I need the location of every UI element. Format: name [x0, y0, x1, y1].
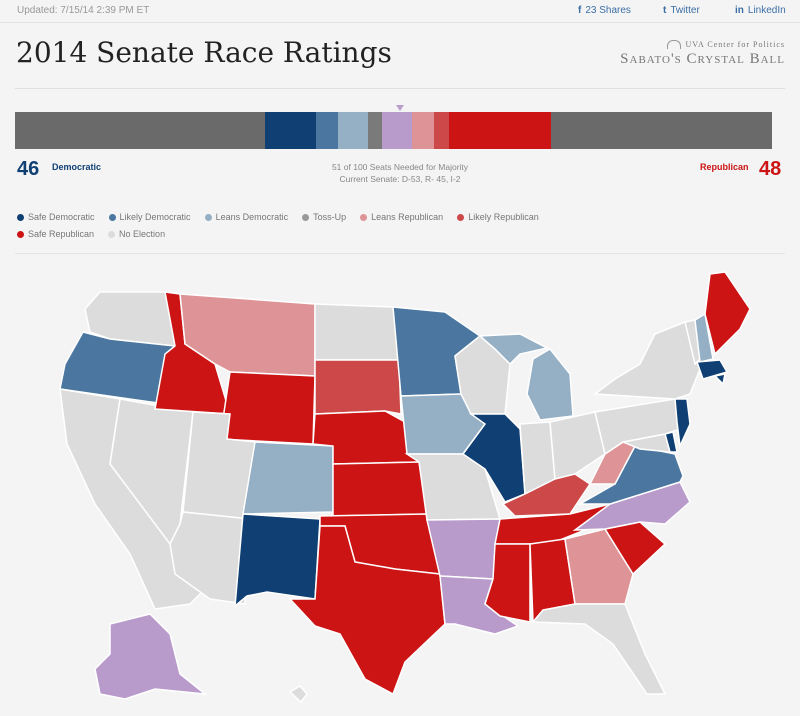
rep-count: 48 [759, 158, 782, 180]
share-count: 23 Shares [585, 5, 631, 16]
legend-label: Likely Democratic [119, 212, 191, 222]
state-ak[interactable] [94, 613, 208, 700]
legend-label: Safe Democratic [28, 212, 95, 222]
seat-bar-segment-safe-dem [264, 112, 317, 149]
legend-dot-icon [108, 213, 116, 221]
legend-label: Leans Republican [371, 212, 444, 222]
state-ar[interactable] [426, 518, 501, 580]
majority-info: 51 of 100 Seats Needed for Majority Curr… [290, 161, 510, 185]
seat-bar-segment-likely-dem [316, 112, 339, 149]
brand-logo[interactable]: UVA Center for Politics Sabato's Crystal… [620, 40, 785, 68]
legend-dot-icon [302, 213, 310, 221]
legend-dot-icon [360, 213, 368, 221]
rep-label: Republican [700, 162, 749, 172]
legend-row: Safe Democratic Likely Democratic Leans De… [17, 212, 597, 222]
state-mi[interactable] [478, 333, 550, 366]
legend-label: Likely Republican [468, 212, 539, 222]
facebook-icon: f [578, 5, 582, 16]
twitter-label: Twitter [670, 5, 700, 16]
state-fl[interactable] [531, 603, 667, 695]
state-nm[interactable] [234, 513, 321, 608]
state-il[interactable] [461, 413, 526, 503]
seat-bar-segment-rep-holdover [551, 112, 772, 149]
state-sd[interactable] [314, 359, 402, 415]
state-me[interactable] [704, 271, 751, 356]
top-bar: Updated: 7/15/14 2:39 PM ET f 23 Shares … [0, 0, 800, 23]
state-nh[interactable] [694, 312, 714, 363]
seat-bar [15, 112, 772, 149]
legend-item-tossup-gray[interactable]: Toss-Up [302, 212, 346, 222]
state-mi-lower[interactable] [526, 348, 574, 421]
us-map [15, 253, 785, 714]
state-hi[interactable] [288, 685, 308, 704]
seat-bar-segment-dem-holdover [15, 112, 265, 149]
rotunda-icon [667, 40, 682, 49]
state-ky[interactable] [501, 473, 592, 517]
legend-dot-icon [204, 213, 212, 221]
brand-name: Sabato's Crystal Ball [620, 51, 785, 67]
dem-label: Democratic [52, 162, 102, 172]
page-title: 2014 Senate Race Ratings [16, 36, 392, 69]
updated-timestamp: Updated: 7/15/14 2:39 PM ET [17, 5, 150, 16]
legend-dot-icon [457, 213, 465, 221]
state-ma[interactable] [695, 359, 729, 380]
legend-item-no-election[interactable]: No Election [108, 229, 165, 239]
legend-item-likely-rep[interactable]: Likely Republican [457, 212, 539, 222]
dem-count: 46 [17, 158, 40, 180]
linkedin-share-button[interactable]: in LinkedIn [735, 5, 786, 16]
seat-bar-segment-tossup-gray [367, 112, 383, 149]
legend-item-leans-rep[interactable]: Leans Republican [360, 212, 443, 222]
twitter-share-button[interactable]: t Twitter [663, 5, 700, 16]
legend-dot-icon [17, 230, 24, 238]
legend-label: Safe Republican [28, 229, 95, 239]
legend-row: Safe Republican No Election [17, 229, 597, 239]
legend-item-safe-rep[interactable]: Safe Republican [17, 229, 94, 239]
majority-marker-icon [396, 105, 404, 111]
majority-line2: Current Senate: D-53, R- 45, I-2 [339, 174, 461, 184]
state-co[interactable] [242, 441, 334, 515]
brand-center: UVA Center for Politics [685, 40, 785, 49]
facebook-share-button[interactable]: f 23 Shares [578, 5, 631, 16]
legend: Safe Democratic Likely Democratic Leans De… [17, 212, 597, 246]
twitter-icon: t [663, 5, 667, 16]
state-oh[interactable] [549, 411, 606, 480]
seat-bar-segment-safe-rep [448, 112, 552, 149]
linkedin-label: LinkedIn [747, 5, 786, 16]
seat-bar-segment-likely-rep [433, 112, 449, 149]
linkedin-icon: in [735, 5, 744, 16]
state-tx[interactable] [288, 525, 446, 696]
legend-dot-icon [17, 213, 24, 221]
legend-label: No Election [119, 229, 166, 239]
state-ks[interactable] [332, 461, 428, 517]
legend-item-likely-dem[interactable]: Likely Democratic [108, 212, 191, 222]
state-nj[interactable] [674, 398, 691, 449]
divider [15, 88, 785, 89]
state-ny[interactable] [592, 321, 701, 400]
seat-bar-segment-leans-rep [411, 112, 434, 149]
state-wy[interactable] [219, 371, 316, 445]
legend-label: Leans Democratic [215, 212, 289, 222]
seat-bar-segment-leans-dem [338, 112, 368, 149]
legend-item-safe-dem[interactable]: Safe Democratic [17, 212, 95, 222]
legend-dot-icon [108, 230, 116, 238]
majority-line1: 51 of 100 Seats Needed for Majority [331, 162, 469, 172]
state-ri[interactable] [713, 373, 726, 386]
legend-item-leans-dem[interactable]: Leans Democratic [204, 212, 289, 222]
legend-label: Toss-Up [313, 212, 347, 222]
state-nd[interactable] [314, 303, 400, 361]
seat-bar-segment-tossup [382, 112, 412, 149]
